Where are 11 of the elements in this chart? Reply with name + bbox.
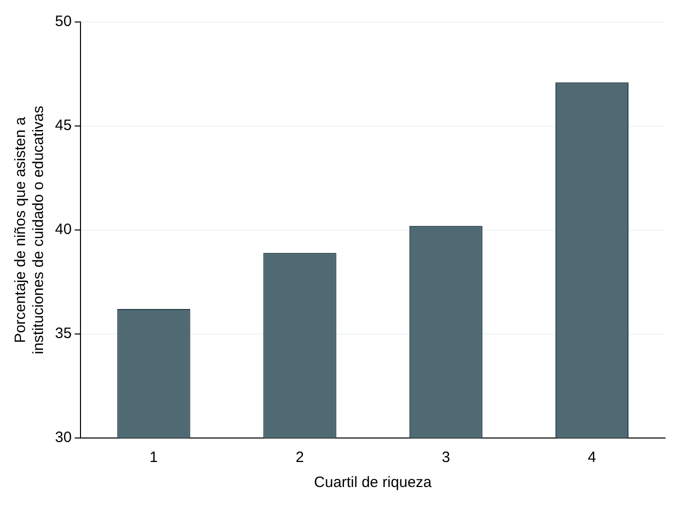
x-axis-title: Cuartil de riqueza — [314, 474, 432, 492]
y-tick-label: 30 — [54, 429, 72, 446]
y-axis-title: Porcentaje de niños que asisten a instituciones de cuidado o educativas — [12, 106, 48, 354]
y-tick-label: 40 — [54, 221, 72, 238]
x-tick-label: 2 — [296, 449, 304, 466]
x-tick-label: 4 — [588, 449, 596, 466]
x-tick-label: 3 — [442, 449, 450, 466]
y-tick-label: 50 — [54, 13, 72, 30]
y-tick-label: 45 — [54, 117, 72, 134]
x-tick-label: 1 — [150, 449, 158, 466]
y-tick-label: 35 — [54, 325, 72, 342]
